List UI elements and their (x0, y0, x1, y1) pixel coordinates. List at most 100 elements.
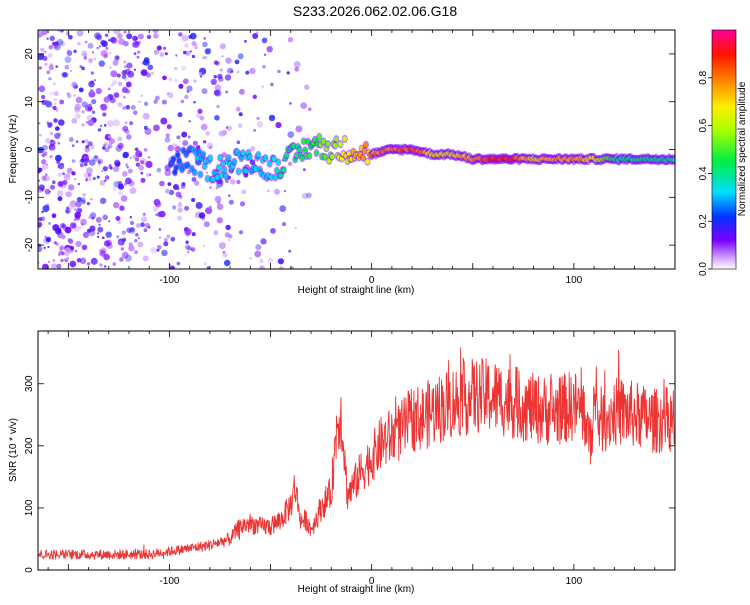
noise-blob (64, 191, 69, 196)
noise-blob (59, 99, 65, 105)
noise-blob (136, 223, 141, 229)
noise-blob (164, 169, 172, 177)
noise-blob (88, 177, 92, 182)
noise-blob (96, 232, 100, 235)
noise-blob (140, 69, 148, 76)
noise-blob (126, 62, 133, 69)
noise-blob (117, 142, 124, 149)
noise-blob (122, 74, 127, 80)
noise-blob (81, 123, 85, 127)
noise-blob (91, 110, 96, 114)
noise-blob (159, 236, 161, 239)
noise-blob (53, 102, 57, 106)
noise-blob (55, 65, 58, 68)
noise-blob (126, 33, 133, 40)
noise-blob (115, 55, 120, 60)
noise-blob (174, 78, 179, 83)
noise-blob (42, 144, 48, 151)
noise-blob (113, 181, 120, 188)
noise-blob (52, 41, 56, 46)
noise-blob (73, 219, 76, 222)
noise-blob (137, 33, 144, 40)
noise-blob (249, 257, 252, 260)
noise-blob (134, 157, 139, 162)
noise-blob (186, 85, 193, 92)
noise-blob (112, 59, 119, 66)
noise-blob (174, 145, 181, 153)
noise-blob (250, 146, 256, 152)
ridge-point (362, 148, 367, 154)
noise-blob (41, 153, 46, 158)
noise-blob (117, 220, 121, 225)
noise-blob (151, 71, 154, 75)
ridge-point (271, 156, 277, 162)
noise-blob (260, 238, 267, 245)
noise-blob (125, 163, 129, 167)
noise-blob (52, 259, 56, 262)
noise-blob (165, 133, 170, 138)
noise-blob (277, 258, 284, 265)
noise-blob (294, 66, 300, 72)
noise-blob (194, 180, 200, 186)
ridge-point (269, 174, 274, 180)
noise-blob (62, 172, 65, 176)
noise-blob (236, 140, 241, 145)
ridge-point (215, 174, 220, 180)
noise-blob (225, 126, 229, 129)
noise-blob (287, 131, 295, 139)
noise-blob (161, 249, 168, 257)
noise-blob (41, 99, 47, 105)
noise-blob (84, 157, 90, 164)
noise-blob (177, 207, 183, 213)
ridge-point (301, 138, 306, 144)
noise-blob (169, 265, 176, 269)
noise-blob (161, 99, 167, 105)
noise-blob (128, 245, 135, 252)
spectrogram-xtick-label: 0 (369, 275, 375, 286)
noise-blob (144, 128, 152, 135)
noise-blob (270, 82, 274, 87)
noise-blob (90, 198, 93, 201)
noise-blob (152, 30, 159, 34)
noise-blob (71, 144, 75, 147)
ridge-point (226, 155, 231, 161)
noise-blob (156, 167, 162, 173)
ridge-point (338, 141, 343, 147)
noise-blob (135, 233, 139, 237)
noise-blob (166, 124, 172, 130)
noise-blob (167, 182, 172, 187)
noise-blob (90, 212, 97, 219)
snr-ytick-label: 0 (24, 567, 35, 573)
noise-blob (97, 128, 102, 132)
noise-blob (140, 160, 145, 165)
noise-blob (138, 100, 141, 104)
spectrogram-ytick-label: -10 (24, 190, 35, 205)
noise-blob (44, 188, 51, 195)
noise-blob (49, 155, 53, 159)
noise-blob (100, 39, 106, 46)
noise-blob (129, 220, 135, 226)
noise-blob (191, 232, 196, 237)
noise-blob (53, 82, 56, 85)
ridge-point (263, 155, 268, 161)
noise-blob (219, 43, 226, 50)
noise-blob (103, 240, 110, 247)
noise-blob (54, 44, 58, 48)
ridge-point (281, 167, 287, 173)
noise-blob (98, 45, 102, 48)
noise-blob (268, 114, 276, 122)
noise-blob (140, 94, 143, 97)
noise-blob (238, 123, 243, 128)
noise-blob (84, 139, 89, 143)
noise-blob (256, 116, 260, 120)
noise-blob (158, 228, 162, 231)
ridge-point (274, 168, 279, 174)
noise-blob (213, 230, 219, 236)
noise-blob (181, 65, 187, 71)
noise-blob (100, 103, 108, 111)
noise-blob (184, 94, 189, 100)
noise-blob (170, 143, 178, 151)
noise-blob (69, 260, 77, 268)
noise-blob (239, 201, 246, 207)
